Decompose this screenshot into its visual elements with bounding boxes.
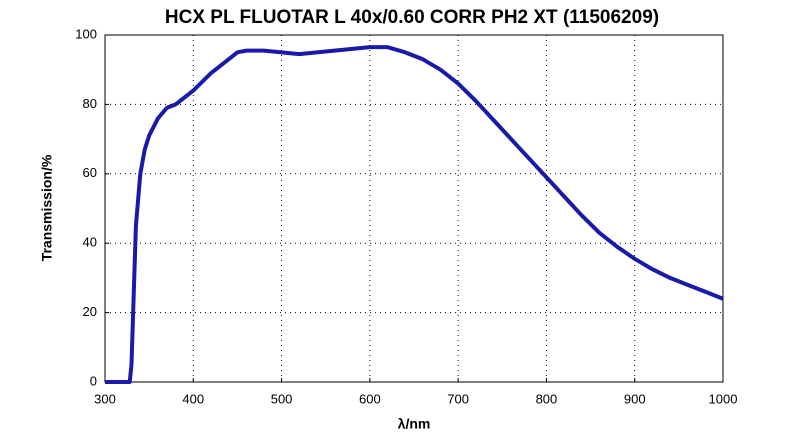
y-tick-label: 20 [83, 304, 97, 319]
x-tick-label: 700 [447, 391, 469, 406]
y-tick-label: 60 [83, 165, 97, 180]
y-tick-label: 100 [75, 26, 97, 41]
y-tick-label: 0 [90, 373, 97, 388]
x-tick-label: 800 [536, 391, 558, 406]
y-tick-label: 40 [83, 235, 97, 250]
x-tick-label: 900 [624, 391, 646, 406]
data-line [105, 45, 724, 384]
x-tick-label: 500 [271, 391, 293, 406]
x-tick-label: 1000 [709, 391, 738, 406]
chart-title: HCX PL FLUOTAR L 40x/0.60 CORR PH2 XT (1… [165, 7, 659, 28]
plot-frame [104, 34, 724, 383]
y-tick-label: 80 [83, 96, 97, 111]
x-tick-label: 600 [359, 391, 381, 406]
x-tick-label: 400 [182, 391, 204, 406]
y-axis-label: Transmission/% [39, 154, 55, 261]
x-axis-label: λ/nm [398, 416, 431, 432]
x-tick-label: 300 [94, 391, 116, 406]
